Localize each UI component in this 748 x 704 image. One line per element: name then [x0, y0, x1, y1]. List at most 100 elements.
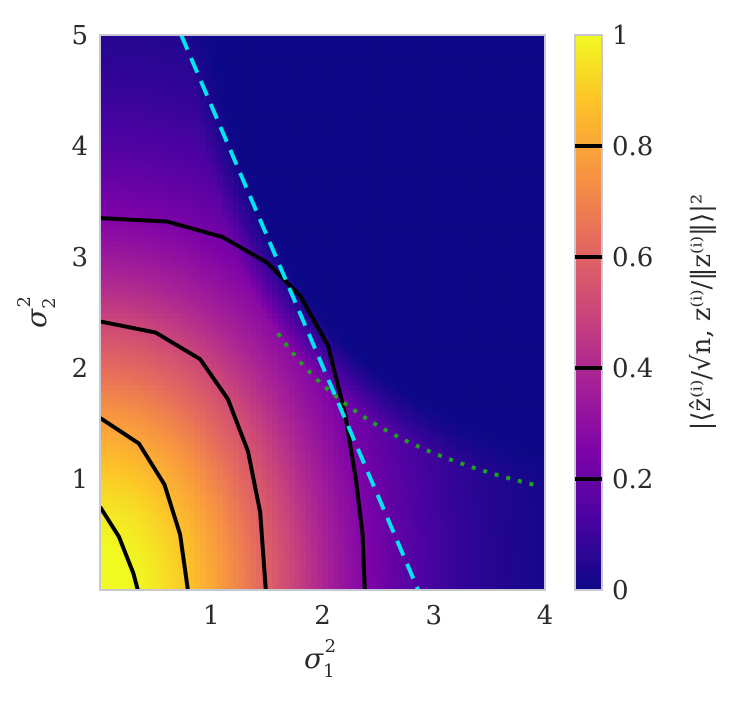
heatmap-cell [294, 540, 301, 547]
heatmap-cell [300, 134, 307, 142]
heatmap-cell [355, 467, 363, 475]
heatmap-cell [333, 306, 340, 314]
heatmap-cell [105, 506, 112, 513]
heatmap-cell [311, 301, 318, 308]
heatmap-cell [367, 567, 374, 574]
heatmap-cell [222, 501, 229, 508]
heatmap-cell [272, 306, 279, 314]
heatmap-cell [333, 195, 340, 203]
heatmap-cell [211, 351, 218, 358]
heatmap-cell [244, 417, 251, 425]
heatmap-cell [111, 406, 118, 413]
heatmap-cell [328, 68, 335, 75]
heatmap-cell [255, 445, 262, 452]
heatmap-cell [233, 57, 240, 64]
heatmap-cell [322, 484, 329, 491]
heatmap-cell [355, 584, 363, 590]
heatmap-cell [127, 151, 134, 158]
heatmap-cell [194, 240, 201, 247]
heatmap-cell [211, 406, 218, 413]
heatmap-cell [244, 234, 251, 241]
heatmap-cell [138, 484, 146, 491]
heatmap-cell [105, 184, 112, 191]
heatmap-cell [344, 118, 351, 125]
heatmap-cell [189, 567, 196, 574]
heatmap-cell [328, 301, 335, 308]
heatmap-cell [138, 473, 146, 480]
heatmap-cell [333, 162, 340, 169]
heatmap-cell [100, 490, 107, 497]
heatmap-cell [261, 173, 268, 180]
heatmap-cell [311, 473, 318, 480]
heatmap-cell [183, 184, 190, 191]
heatmap-cell [289, 329, 296, 336]
heatmap-cell [216, 68, 223, 75]
heatmap-cell [266, 162, 274, 169]
heatmap-cell [255, 390, 262, 397]
heatmap-cell [333, 234, 340, 241]
heatmap-cell [161, 234, 168, 241]
heatmap-cell [333, 140, 340, 147]
heatmap-cell [111, 129, 118, 136]
heatmap-cell [200, 107, 207, 114]
heatmap-cell [155, 201, 162, 208]
heatmap-cell [105, 445, 112, 452]
heatmap-cell [183, 190, 190, 197]
heatmap-cell [272, 329, 279, 336]
heatmap-cell [138, 528, 146, 536]
heatmap-cell [305, 373, 312, 380]
heatmap-cell [161, 257, 168, 264]
heatmap-cell [250, 212, 257, 219]
heatmap-cell [127, 118, 134, 125]
heatmap-cell [344, 245, 351, 253]
heatmap-cell [278, 368, 285, 375]
heatmap-cell [189, 356, 196, 364]
heatmap-cell [144, 229, 151, 236]
heatmap-cell [322, 240, 329, 247]
heatmap-cell [138, 79, 146, 86]
heatmap-cell [316, 384, 324, 391]
heatmap-cell [216, 157, 223, 164]
heatmap-cell [339, 534, 346, 541]
heatmap-cell [183, 284, 190, 291]
heatmap-cell [183, 96, 190, 103]
heatmap-cell [316, 584, 324, 590]
heatmap-cell [361, 384, 368, 391]
heatmap-cell [305, 417, 312, 425]
heatmap-cell [155, 562, 162, 569]
heatmap-cell [127, 584, 134, 590]
heatmap-cell [233, 567, 240, 574]
heatmap-cell [250, 68, 257, 75]
heatmap-cell [227, 362, 235, 369]
heatmap-cell [216, 523, 223, 530]
heatmap-cell [116, 234, 123, 241]
heatmap-cell [305, 184, 312, 191]
heatmap-cell [322, 51, 329, 58]
heatmap-cell [322, 473, 329, 480]
heatmap-cell [144, 351, 151, 358]
heatmap-cell [177, 362, 185, 369]
heatmap-cell [227, 345, 235, 352]
heatmap-cell [150, 467, 157, 475]
heatmap-cell [289, 112, 296, 119]
heatmap-cell [344, 390, 351, 397]
heatmap-cell [200, 57, 207, 64]
heatmap-cell [172, 401, 179, 408]
heatmap-cell [361, 262, 368, 269]
heatmap-cell [294, 451, 301, 458]
heatmap-cell [361, 201, 368, 208]
heatmap-cell [255, 345, 262, 352]
heatmap-cell [255, 301, 262, 308]
heatmap-cell [355, 545, 363, 552]
heatmap-cell [144, 362, 151, 369]
heatmap-cell [222, 279, 229, 286]
heatmap-cell [205, 151, 212, 158]
heatmap-cell [166, 395, 173, 402]
heatmap-cell [100, 273, 107, 280]
heatmap-cell [172, 528, 179, 536]
heatmap-cell [283, 68, 290, 75]
heatmap-cell [339, 362, 346, 369]
heatmap-cell [150, 46, 157, 53]
heatmap-cell [222, 290, 229, 297]
heatmap-cell [278, 257, 285, 264]
